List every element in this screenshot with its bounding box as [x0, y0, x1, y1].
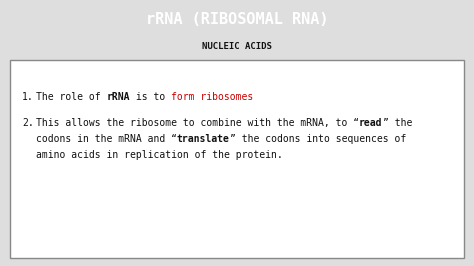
Text: D O C T O R: D O C T O R: [215, 211, 259, 220]
Text: form ribosomes: form ribosomes: [171, 92, 254, 102]
Text: translate: translate: [177, 134, 230, 144]
Text: CAL: CAL: [292, 129, 306, 138]
Text: amino acids in replication of the protein.: amino acids in replication of the protei…: [36, 149, 283, 160]
Text: read: read: [359, 118, 383, 127]
Polygon shape: [205, 113, 269, 167]
Text: ” the: ” the: [383, 118, 412, 127]
Text: is to: is to: [130, 92, 171, 102]
Text: The role of: The role of: [36, 92, 107, 102]
Text: rRNA (RIBOSOMAL RNA): rRNA (RIBOSOMAL RNA): [146, 12, 328, 27]
FancyBboxPatch shape: [10, 60, 464, 258]
Text: THE: THE: [167, 103, 182, 112]
Text: ” the codons into sequences of: ” the codons into sequences of: [230, 134, 406, 144]
Text: 2.: 2.: [22, 118, 34, 127]
Text: codons in the mRNA and “: codons in the mRNA and “: [36, 134, 177, 144]
Text: rRNA: rRNA: [107, 92, 130, 102]
Text: 1.: 1.: [22, 92, 34, 102]
Text: This allows the ribosome to combine with the mRNA, to “: This allows the ribosome to combine with…: [36, 118, 359, 127]
Text: NUCLEIC ACIDS: NUCLEIC ACIDS: [202, 42, 272, 51]
